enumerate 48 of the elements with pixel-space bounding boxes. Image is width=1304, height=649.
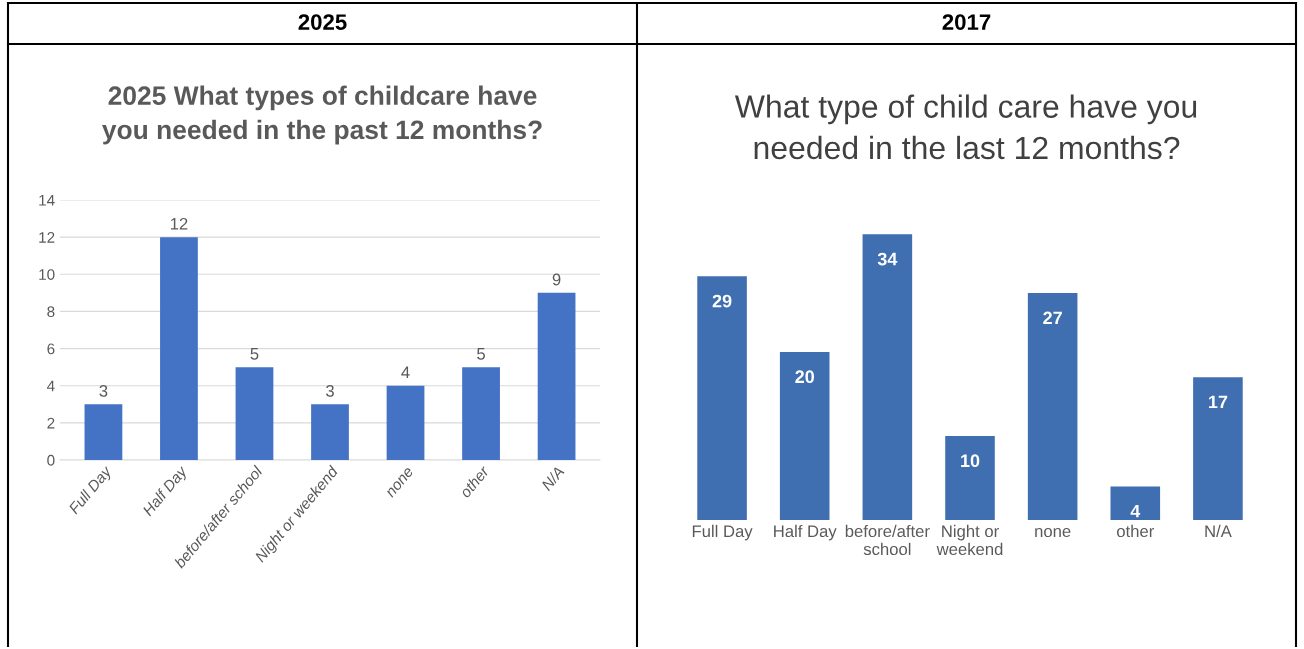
y-tick-label: 0 [47, 454, 55, 466]
y-tick-label: 10 [39, 269, 55, 280]
x-tick-label: Night or weekend [936, 524, 1003, 556]
bar [386, 385, 425, 460]
data-label: 4 [401, 366, 410, 379]
x-tick-label: before/after school [845, 524, 930, 556]
x-tick-label: N/A [540, 465, 565, 492]
data-label: 12 [170, 217, 188, 230]
x-tick-label: N/A [1205, 524, 1232, 538]
bar [311, 404, 349, 460]
bar [779, 351, 830, 520]
bar [1193, 377, 1243, 520]
y-tick-label: 8 [47, 306, 55, 318]
bar [945, 435, 995, 520]
y-tick-label: 4 [46, 380, 55, 392]
x-tick-label: Half Day [774, 524, 837, 541]
bar [862, 234, 913, 520]
data-label: 3 [99, 385, 108, 397]
data-label: 9 [552, 273, 561, 286]
data-label: 10 [961, 454, 980, 468]
data-label: 5 [477, 348, 485, 360]
data-label: 34 [877, 252, 898, 266]
x-tick-label: Full Day [692, 524, 753, 541]
data-label: 20 [795, 370, 815, 384]
text: 2025 [298, 14, 347, 30]
x-tick-label: other [1117, 524, 1155, 538]
bar [462, 367, 500, 460]
bar [1110, 486, 1161, 520]
data-label: 29 [712, 294, 732, 308]
bar [1027, 293, 1078, 520]
bar [537, 292, 576, 460]
data-label: 17 [1209, 395, 1228, 409]
data-label: 4 [1130, 504, 1141, 518]
data-label: 27 [1043, 311, 1062, 325]
bar [697, 276, 747, 520]
bar [84, 404, 123, 460]
bar [160, 237, 198, 460]
x-tick-label: none [1035, 527, 1071, 538]
data-label: 5 [250, 348, 259, 360]
text: 2017 [942, 14, 991, 30]
data-label: 3 [326, 385, 334, 397]
chart-title: 2025 What types of childcare have you needed in the past 12 months? [102, 85, 542, 145]
bar [235, 367, 274, 460]
y-tick-label: 6 [47, 343, 55, 355]
y-tick-label: 2 [47, 417, 55, 429]
chart-title: What type of child care have you needed in the last 12 months? [734, 94, 1197, 160]
y-tick-label: 14 [39, 195, 55, 206]
y-tick-label: 12 [39, 232, 55, 243]
